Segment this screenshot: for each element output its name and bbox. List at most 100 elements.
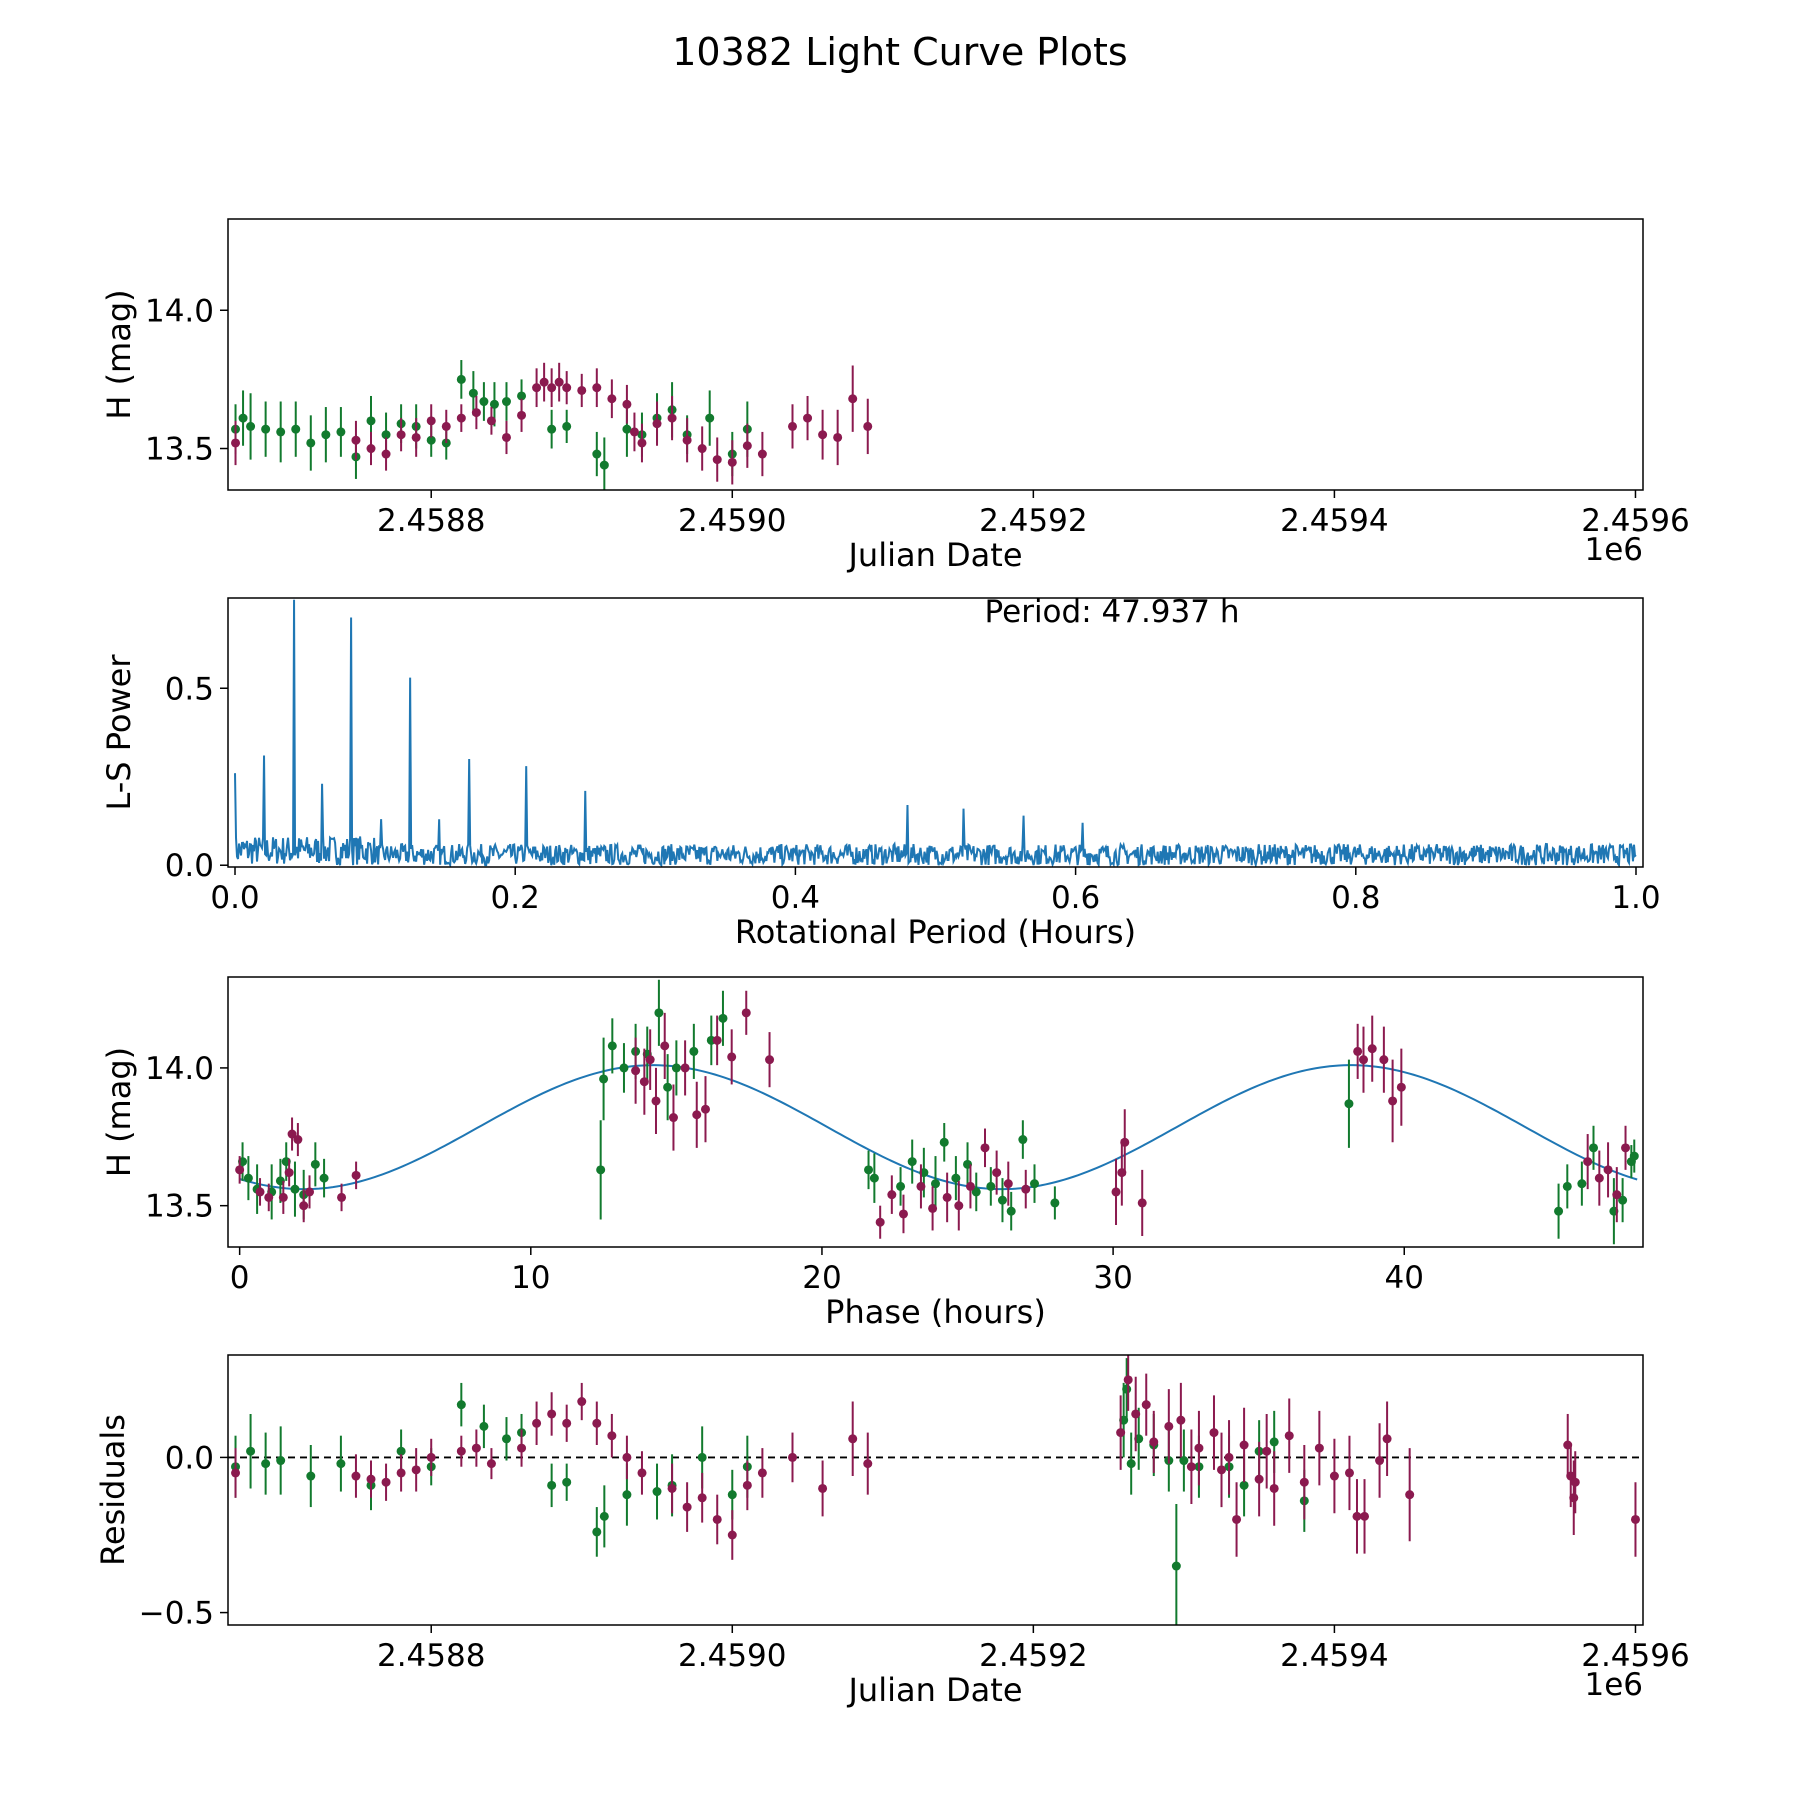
maroon-point [622, 399, 632, 409]
maroon-point [284, 1168, 294, 1178]
green-point [718, 1013, 728, 1023]
maroon-point [668, 1113, 678, 1123]
x-tick-label: 2.4592 [979, 503, 1087, 539]
maroon-point [833, 432, 843, 442]
maroon-point [631, 1066, 641, 1076]
green-point [697, 1452, 707, 1462]
y-axis-label: Residuals [94, 1414, 132, 1566]
maroon-point [652, 419, 662, 429]
maroon-point [562, 1418, 572, 1428]
maroon-point [577, 1397, 587, 1407]
x-tick-label: 0.8 [1331, 880, 1380, 916]
maroon-point [637, 1468, 647, 1478]
maroon-point [1379, 1055, 1389, 1065]
maroon-point [803, 413, 813, 423]
maroon-point [1232, 1514, 1242, 1524]
green-point [489, 399, 499, 409]
panel-residuals: 2.4588 2.4590 2.4592 2.4594 2.4596 −0.5 0.0 Jul… [94, 1354, 1690, 1709]
maroon-point [639, 1077, 649, 1087]
maroon-point [592, 1418, 602, 1428]
green-point [306, 438, 316, 448]
maroon-point [577, 385, 587, 395]
green-point [1554, 1206, 1564, 1216]
green-point [1171, 1561, 1181, 1571]
x-tick-label: 0.2 [491, 880, 540, 916]
maroon-point [235, 1165, 245, 1175]
green-point [727, 1490, 737, 1500]
plot-area-phase [235, 979, 1639, 1245]
maroon-point [381, 1477, 391, 1487]
x-tick-label: 0.4 [771, 880, 820, 916]
maroon-point [954, 1201, 964, 1211]
maroon-point [742, 1480, 752, 1490]
maroon-point [1284, 1431, 1294, 1441]
panel-periodogram: Period: 47.937 h 0.0 0.2 0.4 0.6 0.8 1.0 0.0 0.5… [100, 594, 1661, 951]
maroon-point [1353, 1046, 1363, 1056]
green-point [939, 1137, 949, 1147]
maroon-point [293, 1135, 303, 1145]
green-point [381, 430, 391, 440]
green-point [501, 397, 511, 407]
maroon-point [366, 1474, 376, 1484]
green-point [1269, 1437, 1279, 1447]
green-point [547, 1480, 557, 1490]
plot-area-periodogram [234, 599, 1637, 867]
maroon-point [1111, 1187, 1121, 1197]
green-point [310, 1159, 320, 1169]
maroon-point [848, 394, 858, 404]
figure-title: 10382 Light Curve Plots [672, 30, 1127, 74]
maroon-point [287, 1129, 297, 1139]
green-point [931, 1179, 940, 1189]
green-point [599, 1074, 609, 1084]
maroon-point [1021, 1184, 1031, 1194]
maroon-point [848, 1434, 858, 1444]
maroon-point [700, 1104, 710, 1114]
maroon-point [539, 377, 549, 387]
x-tick-label: 0.6 [1051, 880, 1100, 916]
maroon-point [1344, 1468, 1354, 1478]
maroon-point [1382, 1434, 1392, 1444]
maroon-point [742, 441, 752, 451]
maroon-point [554, 377, 564, 387]
maroon-point [396, 430, 406, 440]
maroon-point [1116, 1428, 1126, 1438]
x-tick-label: 0 [230, 1260, 250, 1296]
x-tick-label: 40 [1385, 1260, 1424, 1296]
maroon-point [682, 1502, 692, 1512]
x-tick-label: 2.4590 [678, 503, 786, 539]
x-offset-label: 1e6 [1584, 1667, 1643, 1703]
green-point [1562, 1181, 1572, 1191]
green-point [864, 1165, 874, 1175]
y-tick-label: 13.5 [145, 1189, 214, 1225]
maroon-point [1217, 1465, 1227, 1475]
green-point [1018, 1135, 1028, 1145]
maroon-point [1149, 1437, 1159, 1447]
y-tick-label: 14.0 [145, 1051, 214, 1087]
maroon-point [411, 432, 421, 442]
maroon-point [381, 449, 391, 459]
maroon-point [351, 435, 361, 445]
x-tick-label: 2.4594 [1280, 503, 1388, 539]
maroon-point [712, 1514, 722, 1524]
green-point [261, 424, 271, 434]
maroon-point [1367, 1044, 1377, 1054]
maroon-point [1569, 1493, 1579, 1503]
x-tick-label: 0.0 [210, 880, 259, 916]
maroon-point [667, 413, 677, 423]
maroon-point [1388, 1096, 1398, 1106]
maroon-point [980, 1143, 990, 1153]
maroon-point [898, 1209, 908, 1219]
green-point [246, 421, 256, 431]
green-point [622, 1490, 632, 1500]
maroon-point [757, 449, 767, 459]
maroon-point [1239, 1440, 1249, 1450]
model-curve [239, 1064, 1638, 1191]
x-axis-label: Julian Date [846, 536, 1022, 574]
green-point [1239, 1480, 1249, 1490]
maroon-point [337, 1192, 347, 1202]
x-axis-label: Phase (hours) [825, 1293, 1046, 1331]
maroon-point [305, 1187, 315, 1197]
y-tick-label: 14.0 [145, 293, 214, 329]
green-point [396, 1446, 406, 1456]
green-point [366, 416, 376, 426]
